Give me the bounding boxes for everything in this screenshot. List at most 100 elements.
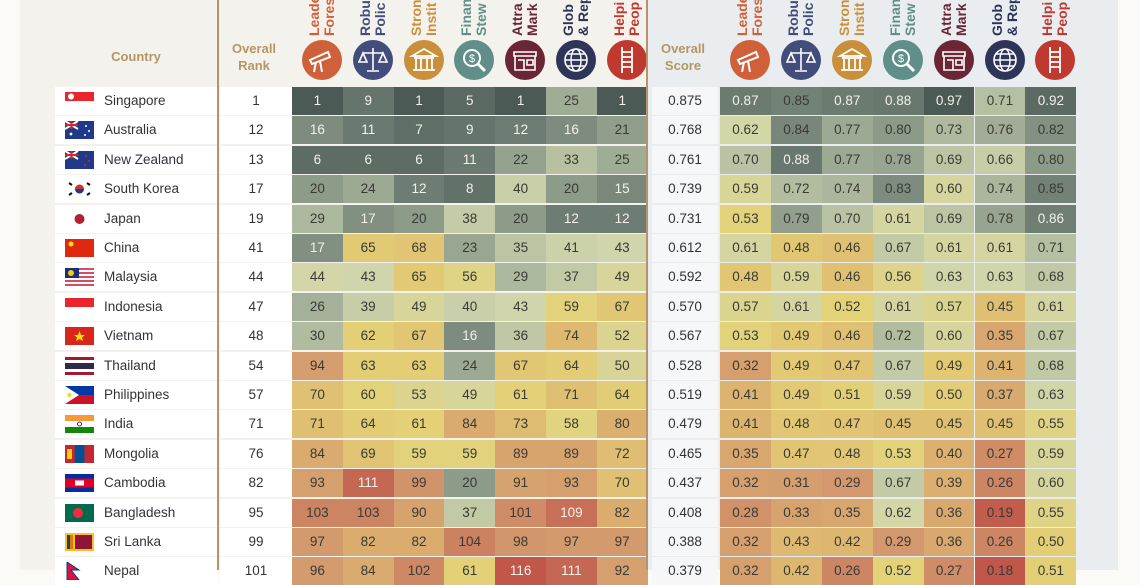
category-label-line: Polic: [371, 2, 388, 36]
rank-cell: 72: [596, 439, 648, 468]
score-cell: 0.26: [974, 469, 1026, 498]
rank-cell: 82: [342, 528, 394, 556]
score-category-header: Stron Instit: [827, 0, 877, 88]
rank-cell: 16: [292, 116, 343, 145]
score-cell: 0.68: [1025, 263, 1077, 292]
rank-cell: 8: [444, 175, 496, 204]
rank-cell: 1: [495, 87, 546, 115]
rank-cell: 9: [444, 116, 496, 145]
rank-cell: 93: [546, 469, 597, 498]
overall-score: 0.768: [668, 122, 702, 138]
overall-score: 0.761: [668, 151, 702, 167]
rank-cell: 9: [342, 87, 394, 115]
score-cell: 0.70: [720, 145, 771, 174]
score-cell: 0.48: [770, 410, 822, 439]
rank-cell: 84: [342, 557, 394, 585]
table-row: South Korea 17 20 24 12 8 40 20 15 0.739 0.59 0.72 0…: [55, 175, 1077, 204]
rank-cell: 33: [546, 145, 597, 174]
category-label-line: Attra: [937, 3, 954, 36]
bangladesh-flag: [65, 503, 94, 522]
category-label-line: Leade: [734, 0, 750, 36]
overall-rank: 1: [252, 93, 260, 108]
telescope-icon: [730, 40, 770, 80]
category-label: Stron Instit: [407, 0, 443, 36]
rank-category-header: Leade Fores: [297, 0, 347, 88]
rank-cell: 20: [393, 204, 445, 233]
dollar-magnifier-icon: $: [882, 40, 923, 80]
score-cell: 0.46: [821, 234, 873, 262]
score-cell: 0.40: [923, 439, 975, 468]
rank-cell: 52: [596, 322, 648, 351]
score-cell: 0.82: [1025, 116, 1077, 145]
nepal-flag: [65, 561, 94, 581]
rank-cell: 6: [342, 145, 394, 174]
country-name: China: [104, 240, 140, 255]
score-cell: 0.78: [974, 204, 1026, 233]
score-cell: 0.67: [872, 469, 924, 498]
overall-score-header-line: Score: [664, 58, 702, 73]
score-cell: 0.49: [770, 351, 822, 380]
table-row: Mongolia 76 84 69 59 59 89 89 72 0.465 0.35 0.47 0.4…: [55, 439, 1077, 468]
score-cell: 0.59: [770, 263, 822, 292]
score-cell: 0.60: [923, 175, 975, 204]
rank-cell: 82: [596, 498, 648, 527]
score-cell: 0.70: [821, 204, 873, 233]
rank-cell: 101: [495, 498, 546, 527]
score-cell: 0.97: [923, 87, 975, 115]
rank-cell: 65: [342, 234, 394, 262]
rank-cell: 26: [292, 292, 343, 321]
sri-lanka-flag: [65, 533, 94, 551]
overall-score: 0.519: [668, 387, 702, 402]
rank-cell: 36: [495, 322, 546, 351]
rank-cell: 109: [546, 498, 597, 527]
overall-rank: 48: [248, 328, 264, 344]
rank-cell: 70: [292, 381, 343, 409]
rank-category-header: Glob & Rep: [551, 0, 601, 88]
category-label-line: Helpi: [610, 1, 627, 36]
category-label: Stron Instit: [835, 0, 871, 36]
table-row: New Zealand 13 6 6 6 11 22 33 25 0.761 0.70 0.88 0.7…: [55, 145, 1077, 174]
row-background: [652, 234, 718, 262]
rank-cell: 97: [596, 528, 648, 556]
category-label-line: Stron: [835, 0, 852, 36]
country-name: Cambodia: [104, 475, 166, 491]
category-label: Attra Mark: [937, 0, 973, 36]
rank-cell: 11: [444, 145, 496, 174]
score-cell: 0.59: [872, 381, 924, 409]
score-cell: 0.42: [770, 557, 822, 585]
rank-cell: 84: [444, 410, 496, 439]
rank-cell: 6: [292, 145, 343, 174]
score-cell: 0.48: [821, 439, 873, 468]
rank-cell: 29: [292, 204, 343, 233]
score-cell: 0.71: [1025, 234, 1077, 262]
score-cell: 0.35: [974, 322, 1026, 351]
score-cell: 0.57: [923, 292, 975, 321]
rank-cell: 24: [444, 351, 496, 380]
globe-icon: [984, 40, 1025, 80]
score-cell: 0.29: [872, 528, 924, 556]
country-name: Sri Lanka: [104, 534, 162, 549]
score-cell: 0.74: [821, 175, 873, 204]
overall-score-header: Overall Score: [649, 40, 717, 74]
score-cell: 0.56: [872, 263, 924, 292]
overall-rank: 101: [244, 563, 268, 579]
country-name: Mongolia: [104, 445, 159, 461]
row-background: [220, 381, 292, 409]
score-cell: 0.73: [923, 116, 975, 145]
row-background: [220, 351, 292, 380]
rank-cell: 103: [342, 498, 394, 527]
category-label: Finan Stew: [457, 0, 493, 36]
rank-category-header: Attra Mark: [500, 0, 550, 88]
rank-cell: 17: [292, 234, 343, 262]
score-cell: 0.49: [770, 381, 822, 409]
category-label-line: Mark: [952, 3, 969, 36]
score-cell: 0.87: [821, 87, 873, 115]
rank-cell: 15: [596, 175, 648, 204]
cambodia-flag: [65, 474, 94, 493]
overall-score-header-line: Overall: [660, 41, 706, 56]
score-cell: 0.45: [923, 410, 975, 439]
overall-rank: 99: [248, 534, 264, 549]
score-cell: 0.80: [872, 116, 924, 145]
divider: [646, 0, 648, 570]
score-cell: 0.45: [872, 410, 924, 439]
